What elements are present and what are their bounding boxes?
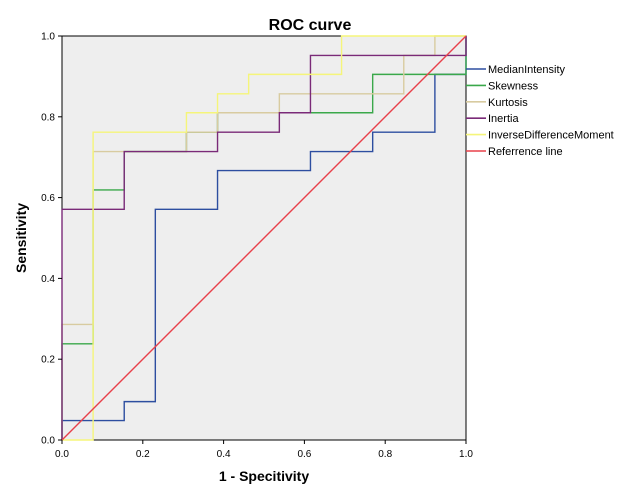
series-layer	[61, 35, 467, 441]
y-tick-label: 0.6	[41, 193, 55, 204]
legend-label: Inertia	[488, 113, 519, 125]
axis-layer: 0.0 0.2 0.4 0.6 0.8 1.0 0.0 0.2 0.4 0.6 0.8 1.0	[41, 32, 473, 461]
chart-title: ROC curve	[269, 17, 352, 34]
y-tick-label: 0.0	[41, 436, 55, 447]
legend: MedianIntensity Skewness Kurtosis Inertia In…	[466, 64, 614, 158]
x-axis-label: 1 - Specitivity	[219, 468, 309, 484]
y-tick-label: 0.4	[41, 274, 55, 285]
x-tick-label: 0.8	[378, 449, 392, 460]
x-tick-label: 0.2	[136, 449, 150, 460]
y-tick-label: 0.2	[41, 355, 55, 366]
series-line-inertia	[61, 36, 467, 440]
series-line-medianintensity	[61, 36, 467, 440]
y-tick-label: 1.0	[41, 32, 55, 43]
x-tick-label: 0.0	[55, 449, 69, 460]
x-tick-label: 1.0	[459, 449, 473, 460]
legend-label: InverseDifferenceMoment	[488, 130, 614, 142]
y-tick-label: 0.8	[41, 112, 55, 123]
x-tick-label: 0.4	[217, 449, 231, 460]
y-axis-label: Sensitivity	[13, 203, 29, 273]
x-tick-label: 0.6	[297, 449, 311, 460]
legend-label: Kurtosis	[488, 97, 528, 109]
series-line-inversedifferencemoment	[62, 35, 466, 441]
series-line-referrence-line	[61, 35, 467, 441]
legend-label: Referrence line	[488, 146, 563, 158]
legend-label: Skewness	[488, 80, 539, 92]
legend-label: MedianIntensity	[488, 64, 566, 76]
